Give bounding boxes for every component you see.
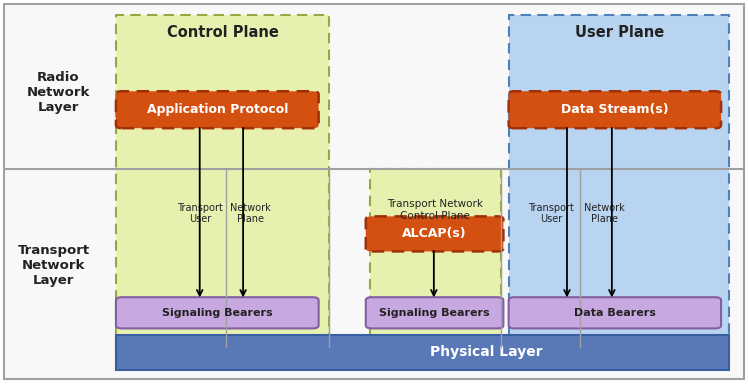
Text: ALCAP(s): ALCAP(s) xyxy=(402,228,467,240)
FancyBboxPatch shape xyxy=(509,297,721,328)
Text: Data Bearers: Data Bearers xyxy=(574,308,656,318)
FancyBboxPatch shape xyxy=(116,297,319,328)
Text: Signaling Bearers: Signaling Bearers xyxy=(162,308,272,318)
Text: User Plane: User Plane xyxy=(574,25,664,40)
Text: Radio
Network
Layer: Radio Network Layer xyxy=(27,71,90,114)
Text: Transport
User: Transport User xyxy=(177,203,224,224)
Text: Data Stream(s): Data Stream(s) xyxy=(561,103,669,116)
FancyBboxPatch shape xyxy=(116,91,319,128)
Text: Transport Network
Control Plane: Transport Network Control Plane xyxy=(387,199,483,221)
Text: Signaling Bearers: Signaling Bearers xyxy=(379,308,490,318)
Bar xyxy=(116,15,329,346)
Text: Network
Plane: Network Plane xyxy=(584,203,625,224)
Text: Physical Layer: Physical Layer xyxy=(430,345,542,359)
Text: Transport
Network
Layer: Transport Network Layer xyxy=(18,244,90,287)
Bar xyxy=(509,15,729,346)
FancyBboxPatch shape xyxy=(366,216,503,251)
Text: Transport
User: Transport User xyxy=(528,203,574,224)
Text: Application Protocol: Application Protocol xyxy=(147,103,288,116)
FancyBboxPatch shape xyxy=(509,91,721,128)
Bar xyxy=(116,335,729,370)
Bar xyxy=(370,169,501,346)
Text: Network
Plane: Network Plane xyxy=(230,203,271,224)
FancyBboxPatch shape xyxy=(366,297,503,328)
Text: Control Plane: Control Plane xyxy=(167,25,279,40)
